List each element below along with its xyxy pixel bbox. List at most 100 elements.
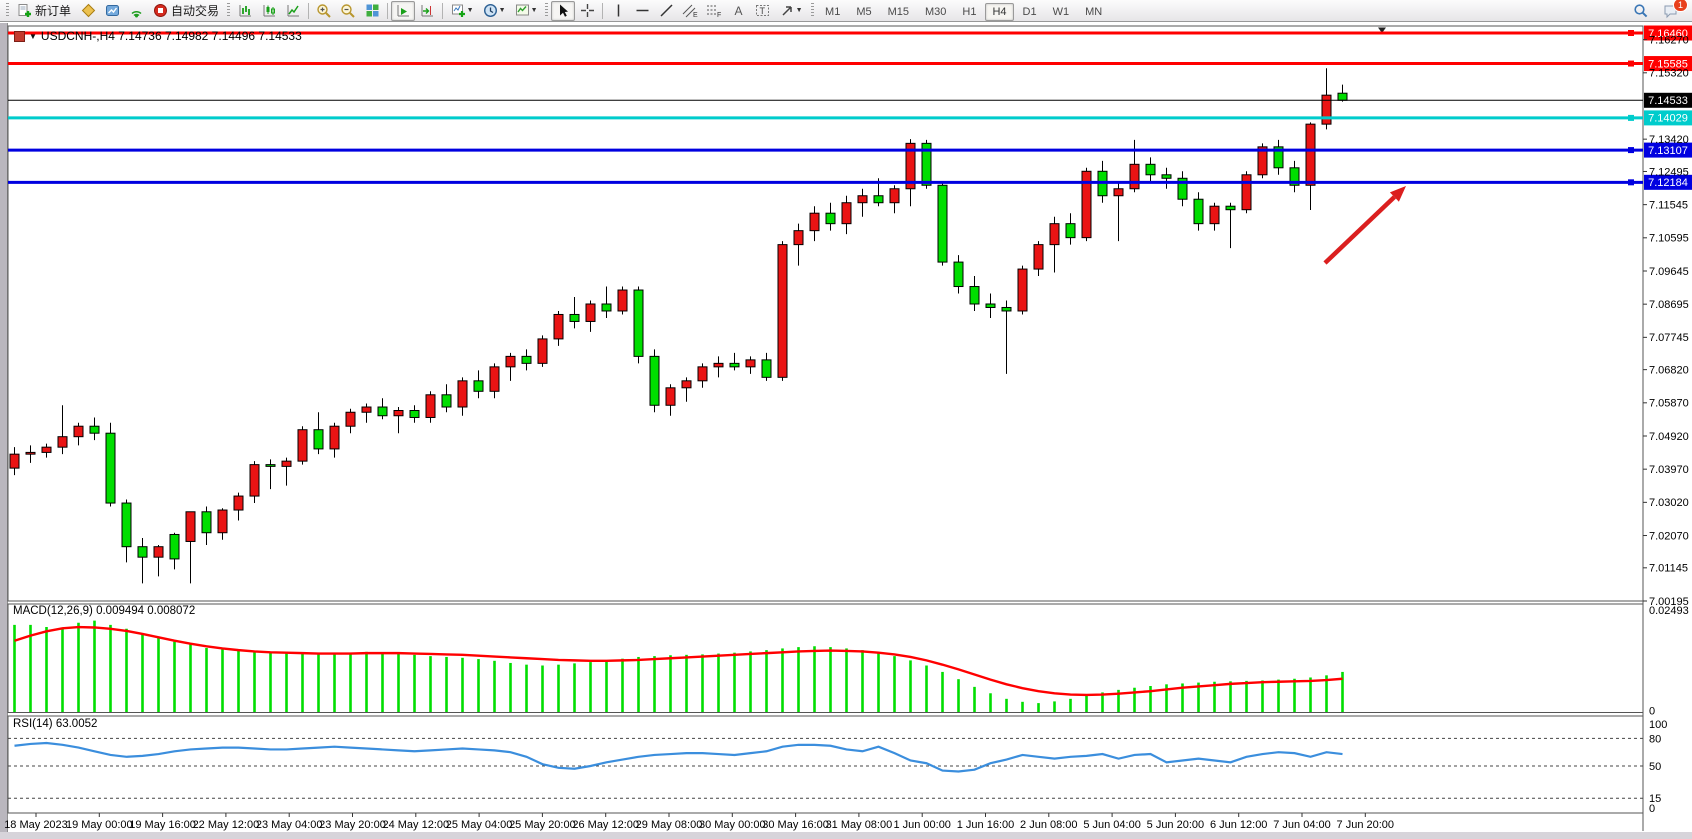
timeframe-H1[interactable]: H1 [962,5,977,18]
vertical-line-tool-button[interactable] [606,1,630,21]
crosshair-tool-button[interactable] [575,1,599,21]
svg-text:7.14029: 7.14029 [1648,113,1688,125]
search-button[interactable] [1629,1,1653,21]
svg-text:7.12495: 7.12495 [1649,166,1689,178]
zoom-out-button[interactable] [336,1,360,21]
svg-text:0: 0 [1649,803,1655,815]
svg-text:50: 50 [1649,761,1661,773]
price-level-line[interactable]: 7.12184 [8,174,1692,190]
chart-title-text: USDCNH-,H4 7.14736 7.14982 7.14496 7.145… [40,29,302,43]
tile-windows-button[interactable] [360,1,384,21]
price-level-line[interactable]: 7.16460 [8,25,1692,41]
timeframe-M15[interactable]: M15 [887,5,909,18]
chart-title: ▼ USDCNH-,H4 7.14736 7.14982 7.14496 7.1… [14,29,302,43]
rsi-indicator-label: RSI(14) 63.0052 [13,718,98,730]
svg-text:7.06820: 7.06820 [1649,364,1689,376]
chart-shift-icon [421,5,433,17]
price-badge [1644,110,1692,126]
svg-text:25 May 04:00: 25 May 04:00 [446,819,513,831]
toolbar-grip[interactable] [545,3,549,18]
timeframe-W1[interactable]: W1 [1052,5,1070,18]
svg-text:100: 100 [1649,719,1667,731]
price-axis[interactable]: 7.16270 7.15320 7.13420 7.12495 7.11545 7.105… [1643,34,1689,608]
auto-scroll-button[interactable] [391,0,416,21]
bar-chart-mode-button[interactable] [233,1,257,21]
svg-text:7.07745: 7.07745 [1649,332,1689,344]
channel-tool-button[interactable]: E [678,1,702,21]
notifications-button[interactable]: 1 [1659,0,1688,21]
cursor-tool-button[interactable] [551,0,576,21]
svg-text:7.03020: 7.03020 [1649,497,1689,509]
svg-text:7 Jun 20:00: 7 Jun 20:00 [1337,819,1395,831]
arrows-tool-button[interactable]: ▼ [774,1,808,21]
timeframe-D1[interactable]: D1 [1022,5,1037,18]
quotes-icon [81,3,95,18]
candlestick-mode-button[interactable] [257,1,281,21]
templates-button[interactable]: ▼ [510,1,542,21]
svg-text:T: T [759,6,765,16]
svg-text:7 Jun 04:00: 7 Jun 04:00 [1273,819,1331,831]
line-chart-mode-button[interactable] [281,1,305,21]
timeframe-M5[interactable]: M5 [856,5,872,18]
auto-trading-label: 自动交易 [171,4,220,18]
quotes-icon-button[interactable] [76,1,100,21]
last-bar-marker-icon [1378,27,1386,33]
fibonacci-tool-button[interactable]: F [702,1,726,21]
search-icon [1634,3,1648,17]
new-order-icon [18,4,31,17]
window-bottom-edge [0,832,1692,839]
current-price-line[interactable]: 7.14533 [8,92,1692,108]
svg-text:25 May 20:00: 25 May 20:00 [509,819,576,831]
svg-text:7.13420: 7.13420 [1649,134,1689,146]
signals-icon-button[interactable] [124,1,148,21]
timeframe-M30[interactable]: M30 [925,5,947,18]
main-toolbar: 新订单 自动交易 ▼ ▼ [0,0,1692,22]
svg-text:6 Jun 12:00: 6 Jun 12:00 [1210,819,1268,831]
dropdown-caret-icon: ▼ [795,7,803,14]
auto-scroll-icon [397,5,409,17]
horizontal-line-tool-button[interactable] [630,1,654,21]
svg-text:7.05870: 7.05870 [1649,398,1689,410]
price-level-line[interactable]: 7.13107 [8,142,1692,158]
collapse-triangle-icon[interactable]: ▼ [29,31,37,41]
chart-shift-button[interactable] [415,1,439,21]
svg-text:F: F [717,12,721,18]
svg-text:7.16460: 7.16460 [1648,28,1688,40]
new-order-button[interactable]: 新订单 [12,0,76,22]
dropdown-caret-icon: ▼ [498,7,506,14]
market-watch-icon-button[interactable] [100,1,124,21]
trend-arrow-annotation[interactable] [1323,186,1406,265]
periods-button[interactable]: ▼ [478,1,510,21]
text-label-icon: T [755,5,769,16]
price-badge [1644,174,1692,190]
toolbar-grip[interactable] [227,3,231,18]
timeframe-H4[interactable]: H4 [985,2,1014,21]
trendline-tool-button[interactable] [654,1,678,21]
svg-text:7.01145: 7.01145 [1649,563,1688,575]
zoom-in-button[interactable] [312,1,336,21]
svg-text:22 May 12:00: 22 May 12:00 [193,819,260,831]
chart-window-icon [14,30,25,42]
price-level-line[interactable]: 7.14029 [8,110,1692,126]
auto-trading-button[interactable]: 自动交易 [148,0,224,22]
price-badge [1644,56,1692,72]
price-badge [1644,142,1692,158]
timeframe-M1[interactable]: M1 [825,5,841,18]
svg-text:7.09645: 7.09645 [1649,266,1689,278]
svg-text:5 Jun 04:00: 5 Jun 04:00 [1083,819,1141,831]
timeframe-MN[interactable]: MN [1085,5,1103,18]
line-chart-icon [287,5,299,17]
macd-histogram [13,620,1344,712]
toolbar-grip[interactable] [811,3,815,18]
bar-chart-icon [239,5,251,17]
toolbar-grip[interactable] [6,3,9,18]
text-label-tool-button[interactable]: T [750,1,774,21]
svg-text:31 May 08:00: 31 May 08:00 [826,819,893,831]
new-chart-button[interactable]: ▼ [446,1,478,21]
main-panel-frame [7,25,1644,602]
text-tool-button[interactable]: A [726,1,750,21]
price-level-line[interactable]: 7.15585 [8,56,1692,72]
